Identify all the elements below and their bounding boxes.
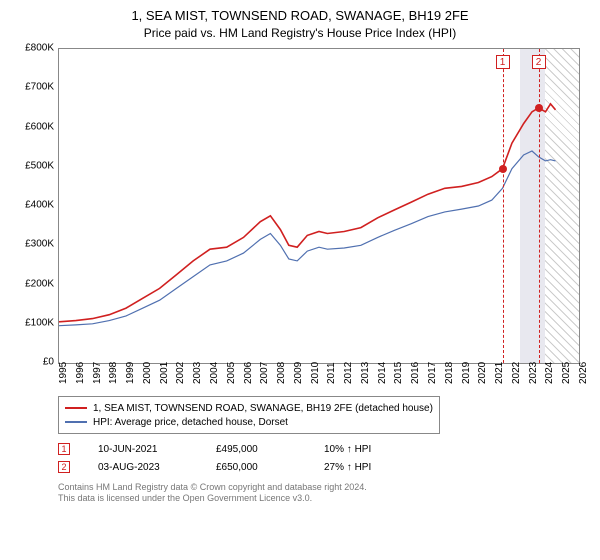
x-tick-label: 1999: [125, 362, 136, 384]
chart-subtitle: Price paid vs. HM Land Registry's House …: [12, 26, 588, 40]
x-tick-label: 2021: [494, 362, 505, 384]
y-tick-label: £700K: [25, 82, 54, 93]
legend-label: 1, SEA MIST, TOWNSEND ROAD, SWANAGE, BH1…: [93, 403, 433, 414]
x-tick-label: 1998: [108, 362, 119, 384]
footer-attribution: Contains HM Land Registry data © Crown c…: [58, 482, 588, 505]
sale-marker-box: 1: [58, 443, 70, 455]
y-tick-label: £300K: [25, 239, 54, 250]
y-tick-label: £200K: [25, 278, 54, 289]
x-tick-label: 2012: [343, 362, 354, 384]
x-tick-label: 2026: [578, 362, 589, 384]
sale-row: 2 03-AUG-2023 £650,000 27% ↑ HPI: [58, 458, 588, 476]
y-tick-label: £500K: [25, 160, 54, 171]
footer-line2: This data is licensed under the Open Gov…: [58, 493, 588, 504]
y-tick-label: £0: [43, 357, 54, 368]
x-tick-label: 2000: [142, 362, 153, 384]
line-series-svg: [59, 49, 579, 363]
marker-dot: [499, 165, 507, 173]
marker-label-box: 1: [496, 55, 510, 69]
y-tick-label: £800K: [25, 43, 54, 54]
x-tick-label: 2007: [259, 362, 270, 384]
x-tick-label: 2006: [243, 362, 254, 384]
chart-title: 1, SEA MIST, TOWNSEND ROAD, SWANAGE, BH1…: [12, 8, 588, 23]
x-tick-label: 2001: [159, 362, 170, 384]
chart-area: £0£100K£200K£300K£400K£500K£600K£700K£80…: [12, 48, 588, 390]
x-tick-label: 2011: [326, 362, 337, 384]
legend-row: 1, SEA MIST, TOWNSEND ROAD, SWANAGE, BH1…: [65, 401, 433, 415]
y-tick-label: £400K: [25, 200, 54, 211]
marker-dot: [535, 104, 543, 112]
x-axis: 1995199619971998199920002001200220032004…: [58, 366, 580, 390]
x-tick-label: 2019: [461, 362, 472, 384]
x-tick-label: 2025: [561, 362, 572, 384]
legend-label: HPI: Average price, detached house, Dors…: [93, 417, 288, 428]
sale-date: 10-JUN-2021: [98, 444, 188, 455]
y-axis: £0£100K£200K£300K£400K£500K£600K£700K£80…: [12, 48, 56, 364]
x-tick-label: 2017: [427, 362, 438, 384]
legend: 1, SEA MIST, TOWNSEND ROAD, SWANAGE, BH1…: [58, 396, 440, 434]
marker-line: [539, 49, 540, 363]
x-tick-label: 2014: [377, 362, 388, 384]
x-tick-label: 2013: [360, 362, 371, 384]
sales-table: 1 10-JUN-2021 £495,000 10% ↑ HPI 2 03-AUG-202…: [58, 440, 588, 476]
footer-line1: Contains HM Land Registry data © Crown c…: [58, 482, 588, 493]
x-tick-label: 2020: [477, 362, 488, 384]
marker-line: [503, 49, 504, 363]
sale-price: £495,000: [216, 444, 296, 455]
x-tick-label: 2003: [192, 362, 203, 384]
x-tick-label: 2015: [393, 362, 404, 384]
x-tick-label: 2022: [511, 362, 522, 384]
x-tick-label: 2023: [528, 362, 539, 384]
series-price_paid: [59, 104, 556, 322]
x-tick-label: 2005: [226, 362, 237, 384]
legend-swatch: [65, 421, 87, 422]
x-tick-label: 1995: [58, 362, 69, 384]
x-tick-label: 2002: [175, 362, 186, 384]
chart-container: 1, SEA MIST, TOWNSEND ROAD, SWANAGE, BH1…: [0, 0, 600, 560]
sale-diff: 27% ↑ HPI: [324, 462, 371, 473]
sale-date: 03-AUG-2023: [98, 462, 188, 473]
series-hpi: [59, 151, 556, 326]
y-tick-label: £100K: [25, 317, 54, 328]
x-tick-label: 2009: [293, 362, 304, 384]
sale-marker-box: 2: [58, 461, 70, 473]
y-tick-label: £600K: [25, 121, 54, 132]
legend-row: HPI: Average price, detached house, Dors…: [65, 415, 433, 429]
plot-area: 12: [58, 48, 580, 364]
sale-price: £650,000: [216, 462, 296, 473]
x-tick-label: 2018: [444, 362, 455, 384]
x-tick-label: 2008: [276, 362, 287, 384]
sale-diff: 10% ↑ HPI: [324, 444, 371, 455]
marker-label-box: 2: [532, 55, 546, 69]
x-tick-label: 2010: [310, 362, 321, 384]
x-tick-label: 2016: [410, 362, 421, 384]
legend-swatch: [65, 407, 87, 409]
x-tick-label: 1997: [92, 362, 103, 384]
x-tick-label: 2024: [544, 362, 555, 384]
x-tick-label: 2004: [209, 362, 220, 384]
sale-row: 1 10-JUN-2021 £495,000 10% ↑ HPI: [58, 440, 588, 458]
x-tick-label: 1996: [75, 362, 86, 384]
